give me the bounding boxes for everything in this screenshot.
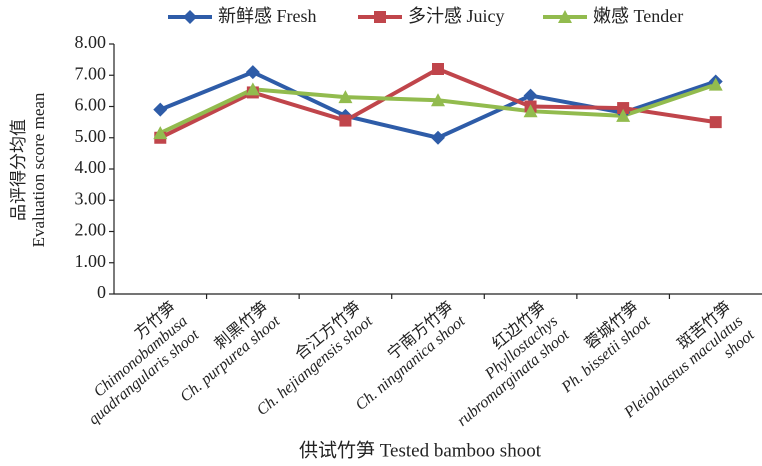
marker: [153, 126, 168, 140]
marker: [431, 93, 445, 107]
marker: [523, 104, 538, 118]
marker: [708, 77, 723, 91]
y-tick-label: 2.00: [75, 220, 107, 240]
y-tick-label: 3.00: [75, 188, 107, 208]
y-tick-label: 4.00: [75, 157, 107, 177]
marker: [432, 63, 444, 75]
legend-label: 多汁感 Juicy: [408, 6, 505, 26]
marker: [183, 10, 197, 24]
marker: [339, 114, 352, 127]
y-tick-label: 1.00: [75, 251, 107, 271]
marker: [431, 130, 445, 145]
marker: [523, 88, 538, 103]
y-tick-label: 0: [97, 282, 106, 302]
y-axis-label: 品评得分均值: [9, 119, 28, 221]
legend-label: 嫩感 Tender: [593, 6, 683, 26]
y-tick-label: 6.00: [75, 95, 107, 115]
x-axis-label: 供试竹笋 Tested bamboo shoot: [299, 439, 542, 461]
marker: [338, 90, 353, 104]
legend-label: 新鲜感 Fresh: [218, 6, 317, 26]
y-tick-label: 5.00: [75, 126, 107, 146]
marker: [616, 108, 631, 122]
marker: [558, 10, 572, 23]
y-tick-label: 8.00: [75, 32, 107, 52]
marker: [374, 11, 386, 23]
marker: [709, 116, 722, 129]
marker: [245, 82, 260, 96]
marker: [245, 65, 260, 80]
marker: [617, 102, 630, 115]
y-axis-label: Evaluation score mean: [29, 92, 48, 247]
marker: [153, 102, 168, 117]
y-tick-label: 7.00: [75, 63, 107, 83]
